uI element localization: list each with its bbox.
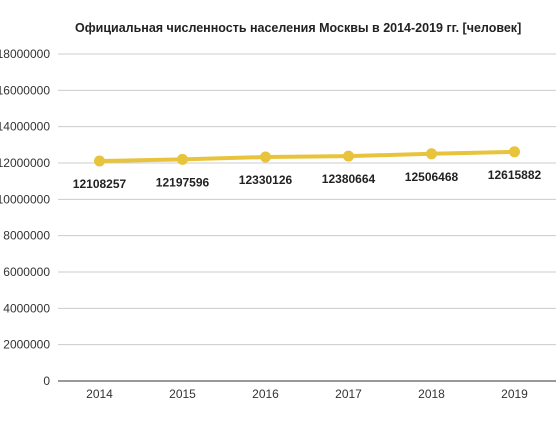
data-points xyxy=(94,146,520,167)
data-point xyxy=(509,146,520,158)
data-point xyxy=(177,153,188,165)
y-tick-label: 2000000 xyxy=(3,338,50,352)
chart-title: Официальная численность населения Москвы… xyxy=(75,21,521,35)
series-line-group xyxy=(97,149,517,164)
y-tick-label: 4000000 xyxy=(3,301,50,315)
x-tick-label: 2018 xyxy=(418,387,445,401)
data-point xyxy=(260,151,271,163)
y-axis-tick-labels: 0 2000000 4000000 6000000 8000000 10000000 120… xyxy=(0,47,50,388)
y-tick-label: 14000000 xyxy=(0,120,50,134)
y-tick-label: 16000000 xyxy=(0,83,50,97)
data-point xyxy=(94,155,105,167)
data-label: 12330126 xyxy=(239,173,293,187)
series-line xyxy=(97,149,517,164)
data-label: 12197596 xyxy=(156,175,210,189)
gridlines xyxy=(58,53,556,382)
x-tick-label: 2019 xyxy=(501,387,528,401)
y-tick-label: 10000000 xyxy=(0,192,50,206)
x-tick-label: 2017 xyxy=(335,387,362,401)
data-label: 12506468 xyxy=(405,170,459,184)
x-tick-label: 2014 xyxy=(86,387,113,401)
y-tick-label: 0 xyxy=(43,374,50,388)
x-tick-label: 2016 xyxy=(252,387,279,401)
data-label: 12380664 xyxy=(322,172,376,186)
data-point xyxy=(343,150,354,162)
data-labels: 12108257 12197596 12330126 12380664 12506468… xyxy=(73,168,542,191)
y-tick-label: 12000000 xyxy=(0,156,50,170)
y-tick-label: 6000000 xyxy=(3,265,50,279)
x-tick-label: 2015 xyxy=(169,387,196,401)
y-tick-label: 8000000 xyxy=(3,229,50,243)
data-label: 12615882 xyxy=(488,168,542,182)
x-axis-tick-labels: 2014 2015 2016 2017 2018 2019 xyxy=(86,387,528,401)
y-tick-label: 18000000 xyxy=(0,47,50,61)
data-label: 12108257 xyxy=(73,177,127,191)
data-point xyxy=(426,148,437,160)
